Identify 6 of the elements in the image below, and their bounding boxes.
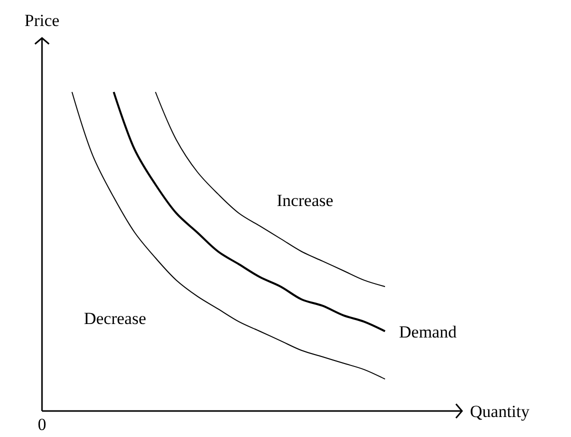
text: 0: [38, 415, 46, 434]
annotation: Decrease: [84, 309, 146, 328]
annotation: Increase: [276, 191, 334, 210]
series-label: Demand: [399, 322, 458, 342]
y-axis-title: Price: [24, 11, 60, 30]
x-axis-title: Quantity: [470, 402, 530, 421]
